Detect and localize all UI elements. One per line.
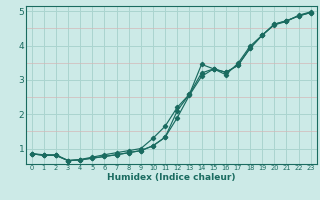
X-axis label: Humidex (Indice chaleur): Humidex (Indice chaleur)	[107, 173, 236, 182]
